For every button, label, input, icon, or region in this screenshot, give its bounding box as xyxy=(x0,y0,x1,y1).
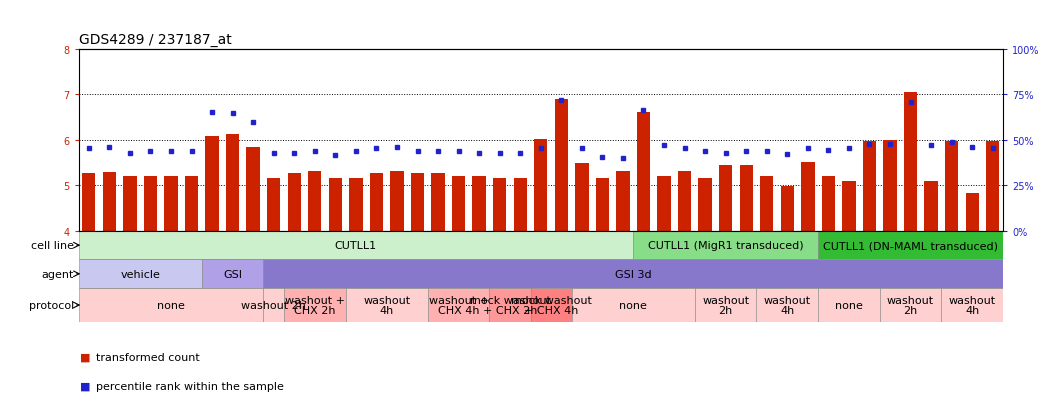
Bar xyxy=(801,162,815,231)
Bar xyxy=(842,181,855,231)
Text: agent: agent xyxy=(42,269,74,279)
Bar xyxy=(124,177,136,231)
Bar xyxy=(185,177,198,231)
Bar xyxy=(596,178,609,231)
Bar xyxy=(575,164,588,231)
Bar xyxy=(695,288,757,322)
Bar xyxy=(658,177,671,231)
Bar xyxy=(329,178,342,231)
Bar xyxy=(633,231,818,260)
Text: mock washout
+ CHX 4h: mock washout + CHX 4h xyxy=(511,295,592,316)
Bar xyxy=(391,171,404,231)
Bar xyxy=(757,288,818,322)
Bar xyxy=(572,288,695,322)
Bar xyxy=(472,177,486,231)
Text: CUTLL1: CUTLL1 xyxy=(335,240,377,251)
Bar xyxy=(246,147,260,231)
Bar xyxy=(555,100,567,231)
Bar xyxy=(677,171,691,231)
Bar xyxy=(410,173,424,231)
Text: GSI: GSI xyxy=(223,269,242,279)
Bar xyxy=(534,140,548,231)
Text: cell line: cell line xyxy=(31,240,74,251)
Bar xyxy=(264,260,1003,288)
Text: washout
4h: washout 4h xyxy=(949,295,996,316)
Bar xyxy=(79,260,202,288)
Text: transformed count: transformed count xyxy=(96,352,200,362)
Text: CUTLL1 (DN-MAML transduced): CUTLL1 (DN-MAML transduced) xyxy=(823,240,998,251)
Bar xyxy=(452,177,465,231)
Bar xyxy=(945,141,958,231)
Bar xyxy=(941,288,1003,322)
Bar xyxy=(284,288,346,322)
Bar xyxy=(760,177,774,231)
Bar xyxy=(82,173,95,231)
Bar xyxy=(637,112,650,231)
Bar xyxy=(288,173,300,231)
Bar xyxy=(617,171,629,231)
Bar xyxy=(925,181,938,231)
Text: GSI 3d: GSI 3d xyxy=(615,269,651,279)
Bar xyxy=(514,178,527,231)
Bar xyxy=(431,173,445,231)
Text: washout
2h: washout 2h xyxy=(703,295,750,316)
Text: vehicle: vehicle xyxy=(120,269,160,279)
Text: CUTLL1 (MigR1 transduced): CUTLL1 (MigR1 transduced) xyxy=(648,240,803,251)
Text: ■: ■ xyxy=(80,352,90,362)
Bar xyxy=(205,137,219,231)
Text: none: none xyxy=(619,300,647,310)
Text: protocol: protocol xyxy=(28,300,74,310)
Bar xyxy=(822,177,836,231)
Bar xyxy=(202,260,264,288)
Bar xyxy=(308,171,321,231)
Bar xyxy=(986,141,1000,231)
Bar xyxy=(370,173,383,231)
Bar xyxy=(531,288,572,322)
Bar xyxy=(818,231,1003,260)
Bar xyxy=(103,172,116,231)
Text: washout
2h: washout 2h xyxy=(887,295,934,316)
Text: washout 2h: washout 2h xyxy=(241,300,306,310)
Bar xyxy=(489,288,531,322)
Bar xyxy=(719,166,732,231)
Bar xyxy=(143,177,157,231)
Bar xyxy=(267,179,281,231)
Bar xyxy=(739,166,753,231)
Bar xyxy=(698,179,712,231)
Bar xyxy=(346,288,428,322)
Bar xyxy=(164,177,178,231)
Bar xyxy=(863,141,876,231)
Bar xyxy=(226,135,240,231)
Text: washout +
CHX 2h: washout + CHX 2h xyxy=(285,295,344,316)
Text: ■: ■ xyxy=(80,381,90,391)
Text: washout +
CHX 4h: washout + CHX 4h xyxy=(428,295,489,316)
Text: washout
4h: washout 4h xyxy=(363,295,410,316)
Bar xyxy=(264,288,284,322)
Bar xyxy=(428,288,489,322)
Text: percentile rank within the sample: percentile rank within the sample xyxy=(96,381,284,391)
Text: washout
4h: washout 4h xyxy=(763,295,810,316)
Bar xyxy=(79,231,633,260)
Bar xyxy=(781,187,794,231)
Text: GDS4289 / 237187_at: GDS4289 / 237187_at xyxy=(79,33,231,47)
Bar xyxy=(904,93,917,231)
Bar xyxy=(879,288,941,322)
Bar xyxy=(79,288,264,322)
Bar xyxy=(350,178,362,231)
Text: none: none xyxy=(836,300,863,310)
Bar xyxy=(818,288,879,322)
Bar xyxy=(493,178,507,231)
Text: mock washout
+ CHX 2h: mock washout + CHX 2h xyxy=(469,295,551,316)
Bar xyxy=(965,194,979,231)
Bar xyxy=(884,140,896,231)
Text: none: none xyxy=(157,300,185,310)
